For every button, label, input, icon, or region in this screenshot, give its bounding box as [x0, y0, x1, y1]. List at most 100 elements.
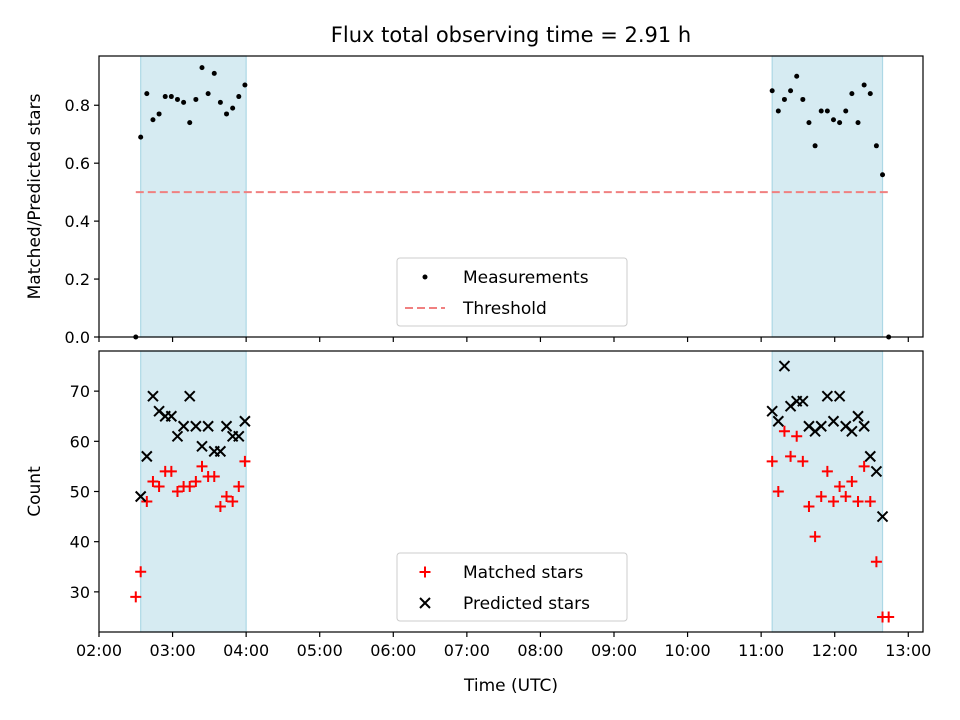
bottom-matched-stars-point-12 — [196, 460, 208, 472]
top-measurements-point-38 — [880, 172, 886, 178]
top-measurements-point-23 — [788, 88, 794, 94]
bottom-matched-stars-point-33 — [846, 475, 858, 487]
top-legend-label: Measurements — [463, 268, 589, 288]
bottom-matched-stars-point-23 — [785, 450, 797, 462]
top-measurements-point-21 — [775, 108, 781, 114]
bottom-matched-stars-point-26 — [803, 501, 815, 513]
bottom-y-tick-label: 60 — [70, 432, 90, 451]
x-tick-label: 07:00 — [444, 641, 490, 660]
x-tick-label: 13:00 — [885, 641, 931, 660]
top-measurements-point-32 — [843, 108, 849, 114]
bottom-matched-stars-point-31 — [834, 480, 846, 492]
top-shaded-interval-1 — [140, 55, 247, 338]
bottom-matched-stars-point-4 — [147, 475, 159, 487]
bottom-y-tick-label: 50 — [70, 483, 90, 502]
bottom-matched-stars-point-36 — [864, 496, 876, 508]
top-measurements-point-29 — [824, 108, 830, 114]
top-measurements-point-7 — [168, 94, 174, 100]
top-measurements-point-9 — [181, 99, 187, 105]
top-measurements-point-31 — [837, 120, 843, 126]
top-y-tick-label: 0.6 — [65, 154, 90, 173]
bottom-legend-marker-2 — [419, 597, 431, 609]
bottom-legend-marker-1 — [419, 566, 431, 578]
top-shaded-interval-2 — [771, 55, 884, 338]
bottom-legend-label: Predicted stars — [463, 594, 590, 614]
bottom-matched-stars-point-32 — [840, 491, 852, 503]
top-measurements-point-34 — [855, 120, 861, 126]
bottom-matched-stars-point-2 — [135, 566, 147, 578]
top-measurements-point-13 — [205, 91, 211, 97]
x-tick-label: 11:00 — [738, 641, 784, 660]
top-measurements-point-12 — [199, 65, 205, 71]
bottom-matched-stars-point-21 — [772, 486, 784, 497]
bottom-predicted-stars-point-15 — [220, 420, 233, 432]
x-tick-label: 09:00 — [591, 641, 637, 660]
bottom-predicted-stars-point-7 — [171, 430, 184, 443]
top-measurements-point-8 — [174, 96, 180, 102]
bottom-legend: Matched stars Predicted stars — [396, 552, 628, 622]
bottom-matched-stars-point-37 — [870, 556, 882, 568]
x-tick-label: 08:00 — [517, 641, 563, 660]
bottom-matched-stars-point-1 — [130, 591, 142, 603]
top-measurements-point-4 — [150, 117, 156, 123]
x-tick-label: 02:00 — [76, 641, 122, 660]
bottom-matched-stars-point-7 — [165, 465, 177, 477]
bottom-matched-stars-point-16 — [221, 491, 233, 503]
top-y-axis-label: Matched/Predicted stars — [25, 93, 45, 299]
top-measurements-point-37 — [873, 143, 879, 149]
top-measurements-point-22 — [781, 96, 787, 102]
bottom-matched-stars-point-18 — [233, 480, 245, 492]
bottom-y-axis-label: Count — [25, 466, 45, 517]
bottom-matched-stars-point-22 — [778, 425, 790, 437]
bottom-matched-stars-point-19 — [239, 455, 251, 467]
top-measurements-point-28 — [818, 108, 824, 114]
bottom-matched-stars-point-30 — [827, 496, 839, 508]
bottom-matched-stars-point-10 — [184, 480, 196, 492]
top-measurements-point-35 — [861, 82, 867, 88]
bottom-predicted-stars-point-30 — [833, 390, 846, 402]
bottom-legend-label: Matched stars — [463, 563, 583, 583]
bottom-predicted-stars-point-6 — [165, 410, 178, 422]
bottom-y-tick-label: 70 — [70, 382, 90, 401]
bottom-predicted-stars-point-1 — [134, 490, 147, 503]
bottom-y-tick-label: 40 — [70, 533, 90, 552]
bottom-predicted-stars-point-21 — [778, 360, 791, 372]
bottom-predicted-stars-point-34 — [858, 420, 870, 432]
bottom-legend-box — [396, 552, 628, 622]
bottom-matched-stars-point-8 — [171, 486, 183, 497]
bottom-matched-stars-point-17 — [227, 496, 239, 508]
top-measurements-point-33 — [849, 91, 855, 97]
bottom-matched-stars-point-25 — [797, 455, 809, 467]
bottom-matched-stars-point-35 — [858, 460, 870, 472]
bottom-predicted-stars-point-27 — [815, 420, 827, 432]
bottom-predicted-stars-point-32 — [846, 425, 858, 437]
top-measurements-point-11 — [193, 96, 199, 102]
bottom-matched-stars-point-39 — [883, 611, 895, 623]
top-y-tick-label: 0.8 — [65, 96, 90, 115]
top-measurements-point-20 — [769, 88, 775, 94]
bottom-predicted-stars-point-14 — [214, 445, 227, 458]
bottom-predicted-stars-point-35 — [864, 450, 876, 463]
bottom-matched-stars-point-34 — [852, 496, 864, 508]
top-measurements-point-14 — [211, 70, 217, 76]
top-legend-label: Threshold — [462, 299, 547, 319]
bottom-matched-stars-point-5 — [153, 480, 165, 492]
x-tick-label: 12:00 — [812, 641, 858, 660]
bottom-predicted-stars-point-17 — [233, 430, 245, 443]
top-measurements-point-36 — [867, 91, 873, 97]
top-measurements-point-3 — [144, 91, 150, 97]
top-measurements-point-16 — [224, 111, 230, 117]
bottom-predicted-stars-point-18 — [239, 415, 251, 427]
top-legend-box — [396, 257, 628, 327]
top-measurements-point-18 — [236, 94, 242, 100]
bottom-matched-stars-point-3 — [141, 496, 153, 508]
chart-title: Flux total observing time = 2.91 h — [331, 23, 691, 47]
top-measurements-point-15 — [217, 99, 223, 105]
bottom-predicted-stars-point-9 — [184, 390, 196, 402]
bottom-shaded-interval-2 — [771, 350, 884, 633]
top-y-tick-label: 0.4 — [65, 212, 90, 231]
bottom-predicted-stars-point-11 — [196, 440, 208, 453]
top-measurements-point-27 — [812, 143, 818, 149]
bottom-predicted-stars-point-12 — [202, 420, 214, 432]
x-tick-label: 05:00 — [297, 641, 343, 660]
